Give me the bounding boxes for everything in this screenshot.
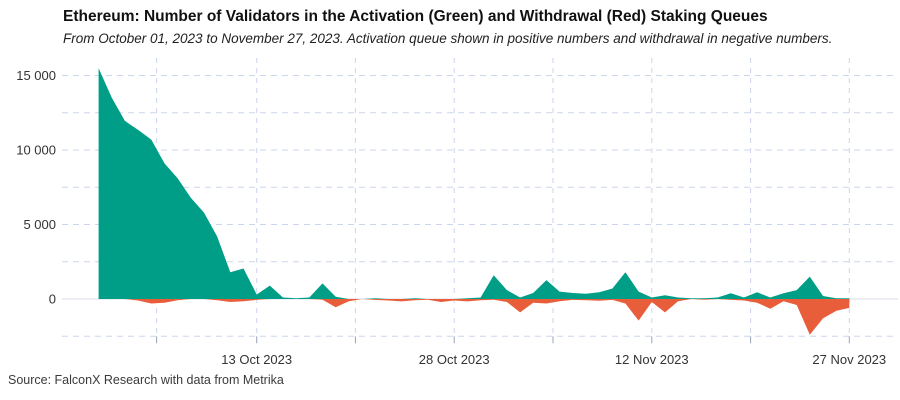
x-axis-label: 12 Nov 2023: [615, 352, 689, 367]
x-axis-label: 13 Oct 2023: [221, 352, 292, 367]
y-axis-label: 5 000: [23, 217, 56, 232]
chart-title: Ethereum: Number of Validators in the Ac…: [63, 8, 768, 25]
y-axis-label: 0: [49, 292, 56, 307]
y-axis-label: 10 000: [16, 143, 56, 158]
x-axis-label: 28 Oct 2023: [419, 352, 490, 367]
x-axis-label: 27 Nov 2023: [812, 352, 886, 367]
activation-queue-area: [98, 68, 850, 299]
source-note: Source: FalconX Research with data from …: [8, 373, 284, 387]
y-axis-label: 15 000: [16, 68, 56, 83]
chart-subtitle: From October 01, 2023 to November 27, 20…: [63, 31, 833, 46]
withdrawal-queue-area: [98, 299, 850, 335]
